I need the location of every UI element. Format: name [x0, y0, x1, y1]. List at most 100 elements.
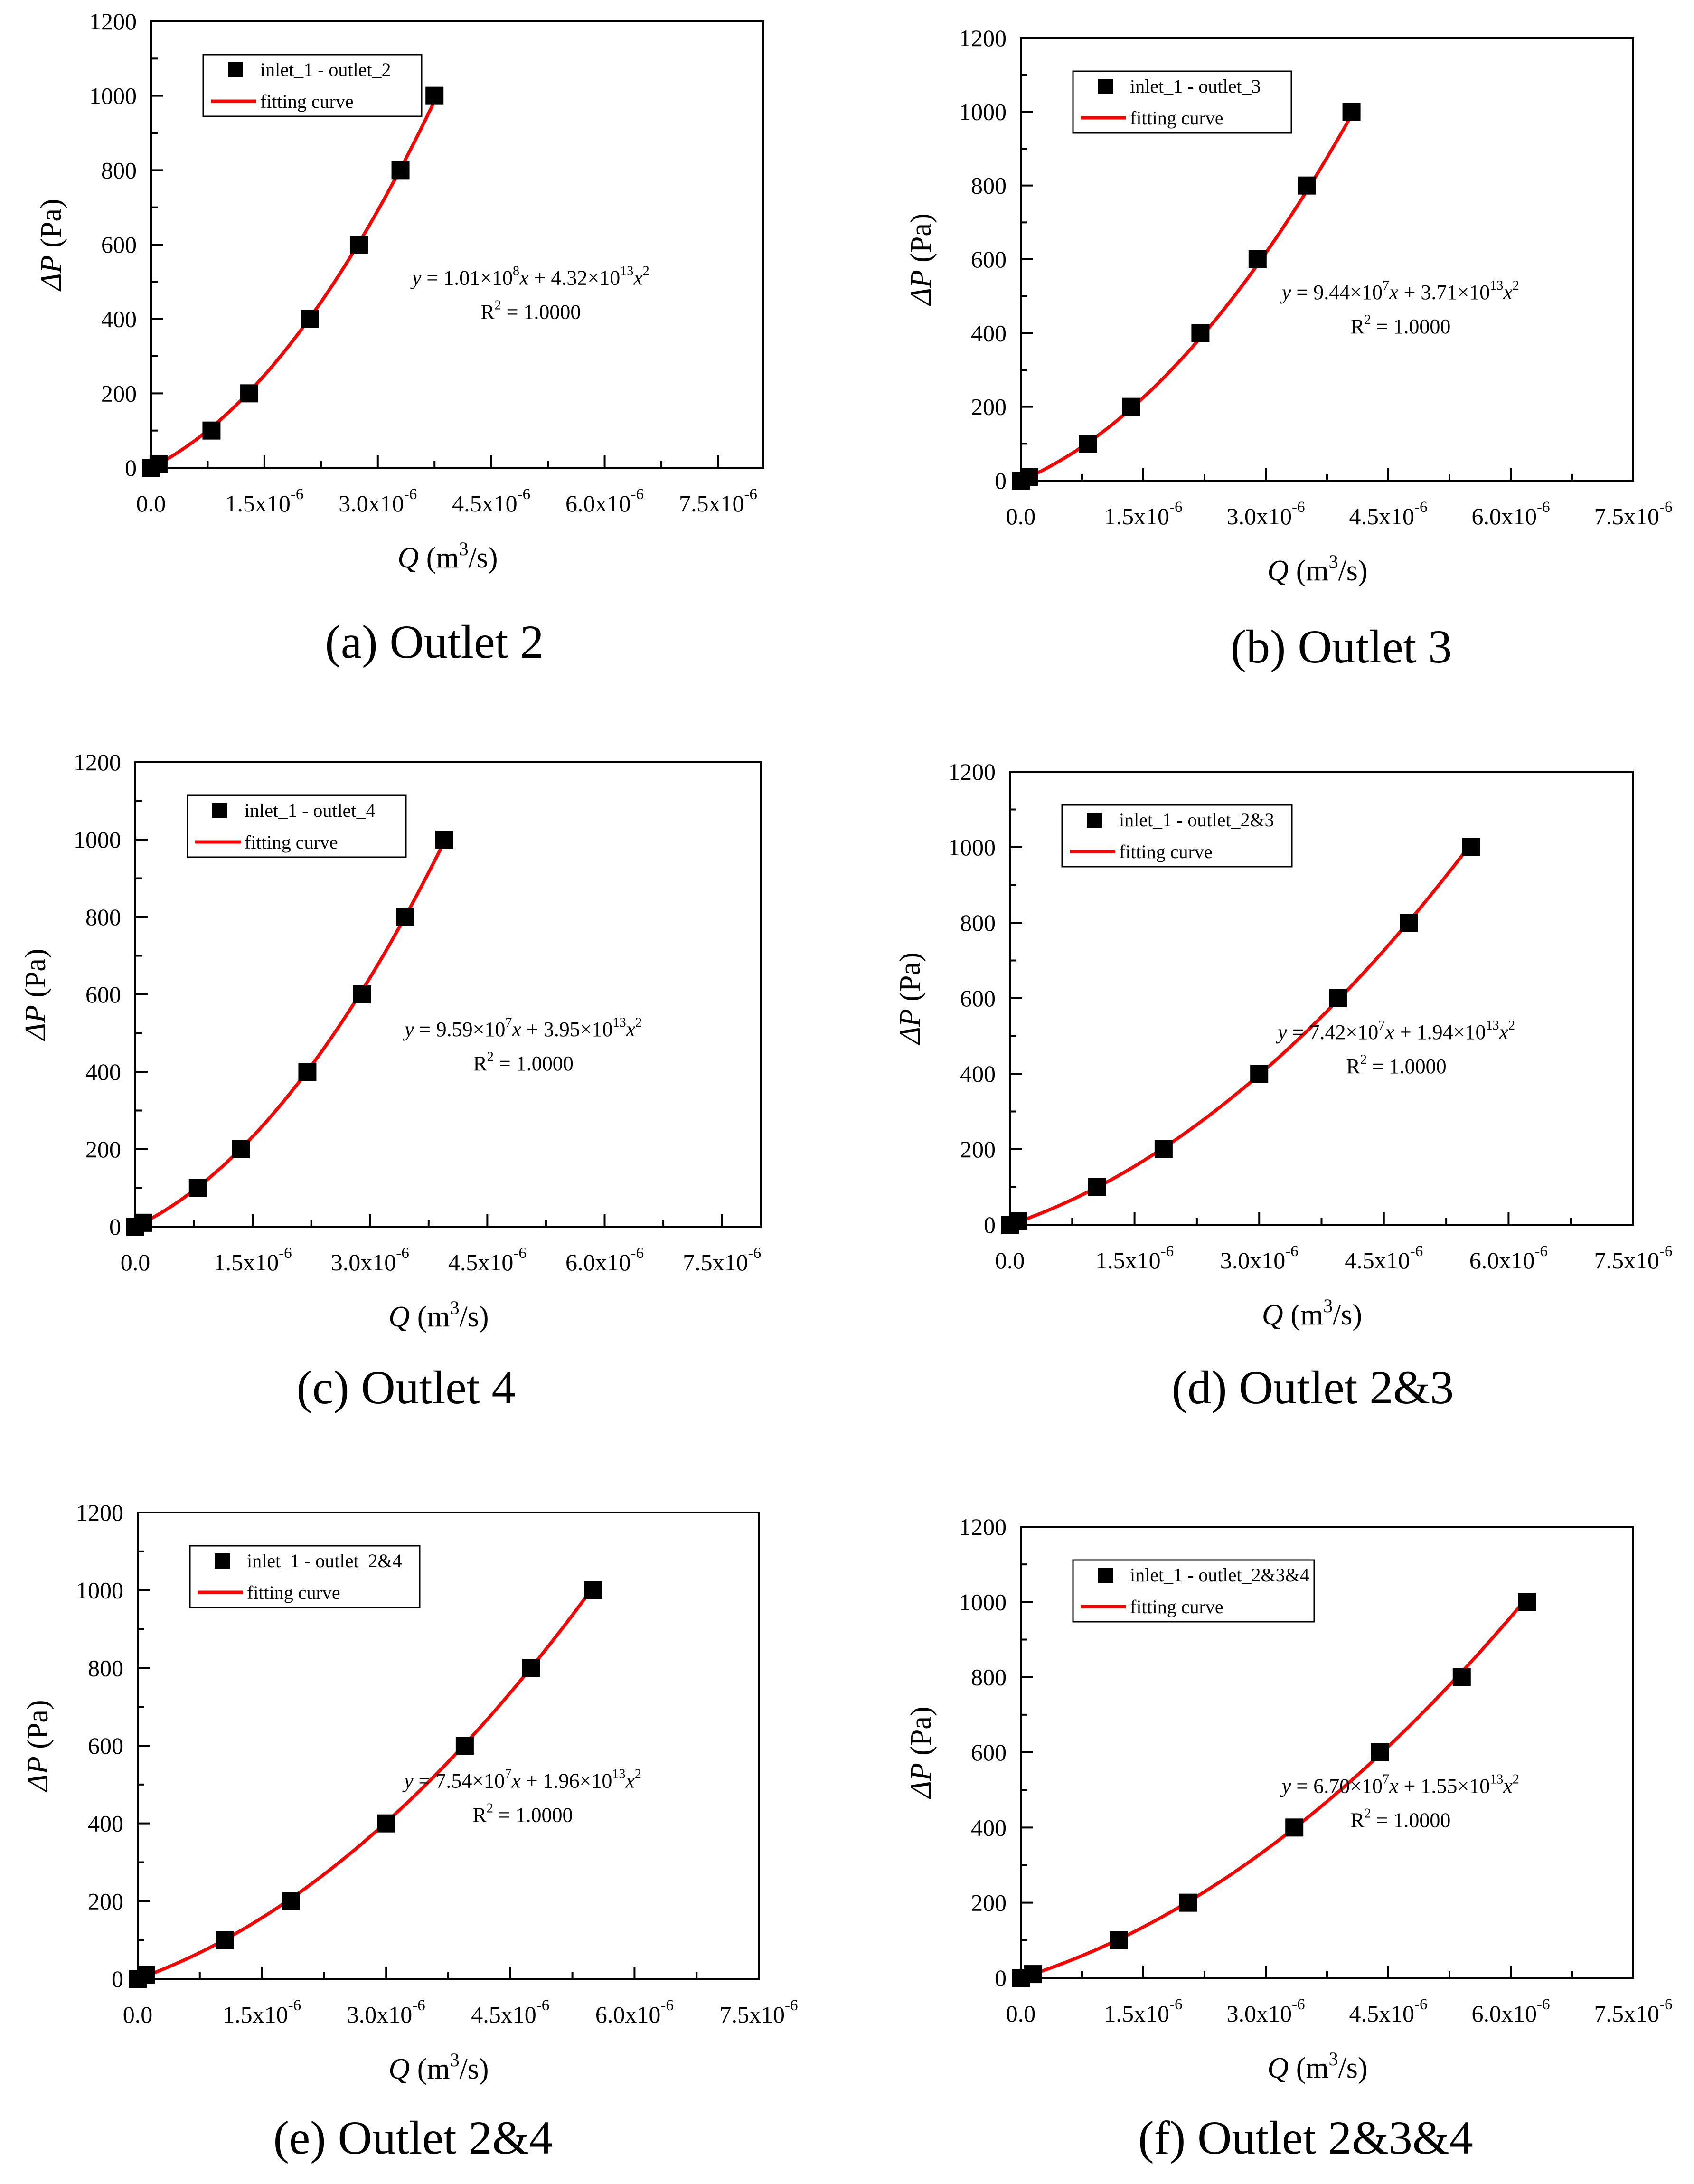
- r-squared: R2 = 1.0000: [1350, 312, 1450, 338]
- legend-series-label: inlet_1 - outlet_4: [245, 800, 376, 821]
- data-point: [1400, 914, 1418, 932]
- y-tick-label: 1200: [959, 1513, 1007, 1540]
- legend-fit-label: fitting curve: [260, 91, 354, 112]
- y-tick-label: 0: [125, 454, 137, 481]
- legend-series-label: inlet_1 - outlet_2&4: [247, 1550, 402, 1571]
- data-point: [1462, 838, 1480, 856]
- y-tick-label: 1200: [959, 25, 1007, 51]
- chart-panel: 0 200 400 600 800 1000 1200 0.0 1.5x10-6 3.0x10-6…: [35, 8, 764, 668]
- x-tick-label: 6.0x10-6: [1472, 1996, 1550, 2027]
- legend-marker: [1098, 79, 1113, 94]
- chart-panel: 0 200 400 600 800 1000 1200 0.0 1.5x10-6 3.0x10-6…: [894, 758, 1673, 1414]
- data-point: [1024, 1965, 1042, 1984]
- y-tick-label: 600: [85, 981, 121, 1008]
- fit-equation: y = 7.42×107x + 1.94×1013x2: [1276, 1018, 1515, 1044]
- legend-series-label: inlet_1 - outlet_2&3: [1119, 809, 1274, 831]
- x-tick-label: 7.5x10-6: [1594, 1243, 1673, 1274]
- panel-caption: (c) Outlet 4: [297, 1361, 516, 1414]
- legend-marker: [228, 62, 243, 77]
- x-tick-label: 7.5x10-6: [720, 1997, 798, 2028]
- fit-equation: y = 7.54×107x + 1.96×1013x2: [402, 1767, 641, 1792]
- y-axis-label: ΔP (Pa): [35, 199, 67, 292]
- y-tick-label: 600: [971, 1739, 1007, 1766]
- x-tick-label: 3.0x10-6: [331, 1245, 409, 1276]
- fitting-curve-line: [1009, 842, 1473, 1227]
- y-tick-label: 400: [960, 1060, 996, 1087]
- legend-series-label: inlet_1 - outlet_2&3&4: [1130, 1564, 1309, 1586]
- data-point: [202, 421, 221, 440]
- legend-fit-label: fitting curve: [247, 1582, 340, 1603]
- x-tick-label: 6.0x10-6: [565, 486, 644, 517]
- data-point: [522, 1659, 540, 1677]
- data-point: [377, 1814, 395, 1833]
- y-tick-label: 600: [88, 1732, 123, 1759]
- data-point: [455, 1737, 474, 1755]
- x-axis-label: Q (m3/s): [1262, 1295, 1362, 1331]
- y-tick-label: 600: [960, 985, 996, 1012]
- r-squared: R2 = 1.0000: [1350, 1806, 1450, 1832]
- x-tick-label: 3.0x10-6: [1227, 1996, 1305, 2027]
- y-tick-label: 0: [995, 467, 1007, 494]
- panel-caption: (f) Outlet 2&3&4: [1138, 2111, 1473, 2164]
- chart-panel: 0 200 400 600 800 1000 1200 0.0 1.5x10-6 3.0x10-6…: [19, 749, 762, 1414]
- legend-box: [189, 1545, 421, 1608]
- x-tick-label: 3.0x10-6: [1220, 1243, 1299, 1274]
- data-point: [1452, 1668, 1471, 1686]
- y-tick-label: 1000: [74, 826, 121, 853]
- fit-equation: y = 9.59×107x + 3.95×1013x2: [403, 1015, 642, 1041]
- x-tick-label: 0.0: [1006, 503, 1036, 529]
- x-tick-label: 4.5x10-6: [471, 1997, 549, 2028]
- data-point: [1518, 1593, 1536, 1611]
- data-point: [1079, 435, 1097, 453]
- y-tick-label: 0: [984, 1211, 996, 1238]
- fitting-curve-line: [1020, 114, 1353, 482]
- x-axis-label: Q (m3/s): [1267, 2048, 1367, 2084]
- legend-series-label: inlet_1 - outlet_2: [260, 59, 391, 80]
- fitting-curve-line: [150, 100, 436, 470]
- fitting-curve-line: [134, 841, 446, 1229]
- y-tick-label: 1200: [89, 8, 137, 35]
- y-tick-label: 200: [971, 1890, 1007, 1916]
- data-point: [1122, 397, 1140, 416]
- x-tick-label: 7.5x10-6: [1594, 499, 1673, 529]
- y-tick-label: 200: [101, 380, 137, 407]
- data-point: [353, 985, 371, 1003]
- x-tick-label: 3.0x10-6: [347, 1997, 425, 2028]
- legend-series-label: inlet_1 - outlet_3: [1130, 76, 1261, 97]
- y-tick-label: 800: [88, 1655, 123, 1681]
- y-axis-label: ΔP (Pa): [905, 1706, 937, 1799]
- data-point: [301, 310, 319, 328]
- fitting-curve-line: [137, 1586, 595, 1981]
- legend-fit-label: fitting curve: [245, 832, 338, 853]
- data-point: [1009, 1212, 1027, 1230]
- x-axis-label: Q (m3/s): [388, 1297, 489, 1333]
- panel-caption: (b) Outlet 3: [1231, 620, 1452, 673]
- x-axis-label: Q (m3/s): [1267, 551, 1367, 587]
- fit-equation: y = 6.70×107x + 1.55×1013x2: [1280, 1772, 1519, 1798]
- y-tick-label: 1000: [76, 1577, 123, 1604]
- data-point: [1088, 1178, 1106, 1196]
- x-tick-label: 4.5x10-6: [1345, 1243, 1423, 1274]
- y-tick-label: 1000: [959, 98, 1007, 125]
- fit-equation: y = 9.44×107x + 3.71×1013x2: [1280, 278, 1519, 304]
- x-tick-label: 1.5x10-6: [1104, 499, 1183, 529]
- y-tick-label: 400: [971, 1814, 1007, 1841]
- legend-marker: [1098, 1568, 1113, 1583]
- data-point: [1250, 1065, 1269, 1083]
- chart-panel: 0 200 400 600 800 1000 1200 0.0 1.5x10-6 3.0x10-6…: [905, 1513, 1673, 2164]
- data-point: [391, 161, 410, 180]
- data-point: [298, 1063, 317, 1081]
- y-tick-label: 0: [109, 1213, 121, 1240]
- legend-fit-label: fitting curve: [1130, 107, 1223, 129]
- x-tick-label: 0.0: [136, 490, 166, 517]
- y-tick-label: 400: [971, 320, 1007, 346]
- x-tick-label: 0.0: [1006, 2000, 1036, 2027]
- y-tick-label: 1200: [74, 749, 121, 775]
- y-tick-label: 0: [995, 1965, 1007, 1991]
- x-tick-label: 4.5x10-6: [448, 1245, 527, 1276]
- x-tick-label: 1.5x10-6: [1104, 1996, 1183, 2027]
- y-tick-label: 600: [101, 231, 137, 258]
- y-tick-label: 400: [101, 306, 137, 332]
- panel-caption: (d) Outlet 2&3: [1172, 1361, 1454, 1414]
- data-point: [1298, 176, 1316, 195]
